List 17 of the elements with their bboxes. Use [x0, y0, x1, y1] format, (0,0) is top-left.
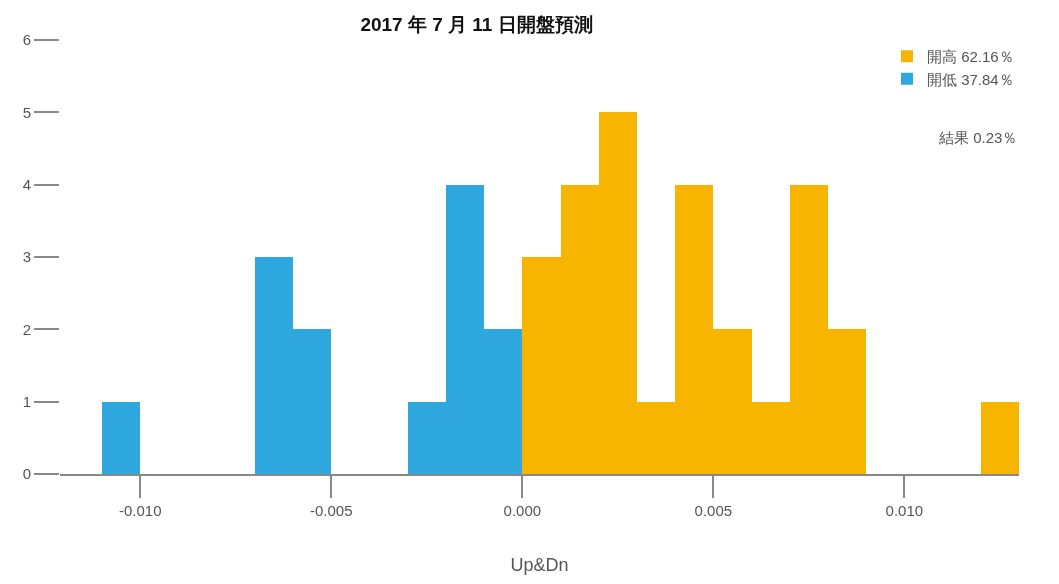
y-tick-label: 1 — [22, 392, 31, 410]
y-tick-label: 6 — [22, 31, 31, 49]
x-tick-label: 0.005 — [694, 502, 733, 519]
legend-label: 開低 37.84％ — [927, 70, 1014, 88]
y-tick-label: 5 — [22, 103, 31, 121]
x-tick-label: 0.010 — [885, 502, 924, 519]
chart-title: 2017 年 7 月 11 日開盤預測 — [360, 13, 593, 35]
annotation: 結果 0.23％ — [938, 129, 1018, 146]
legend-label: 開高 62.16％ — [927, 48, 1014, 66]
y-tick-label: 4 — [22, 175, 31, 193]
x-tick-label: -0.010 — [118, 502, 162, 519]
y-tick-label: 0 — [22, 465, 31, 483]
x-tick-label: 0.000 — [503, 502, 542, 519]
x-axis-title: Up&Dn — [510, 554, 569, 575]
x-tick-label: -0.005 — [310, 502, 353, 519]
y-tick-label: 3 — [22, 248, 31, 266]
y-tick-label: 2 — [22, 320, 31, 338]
